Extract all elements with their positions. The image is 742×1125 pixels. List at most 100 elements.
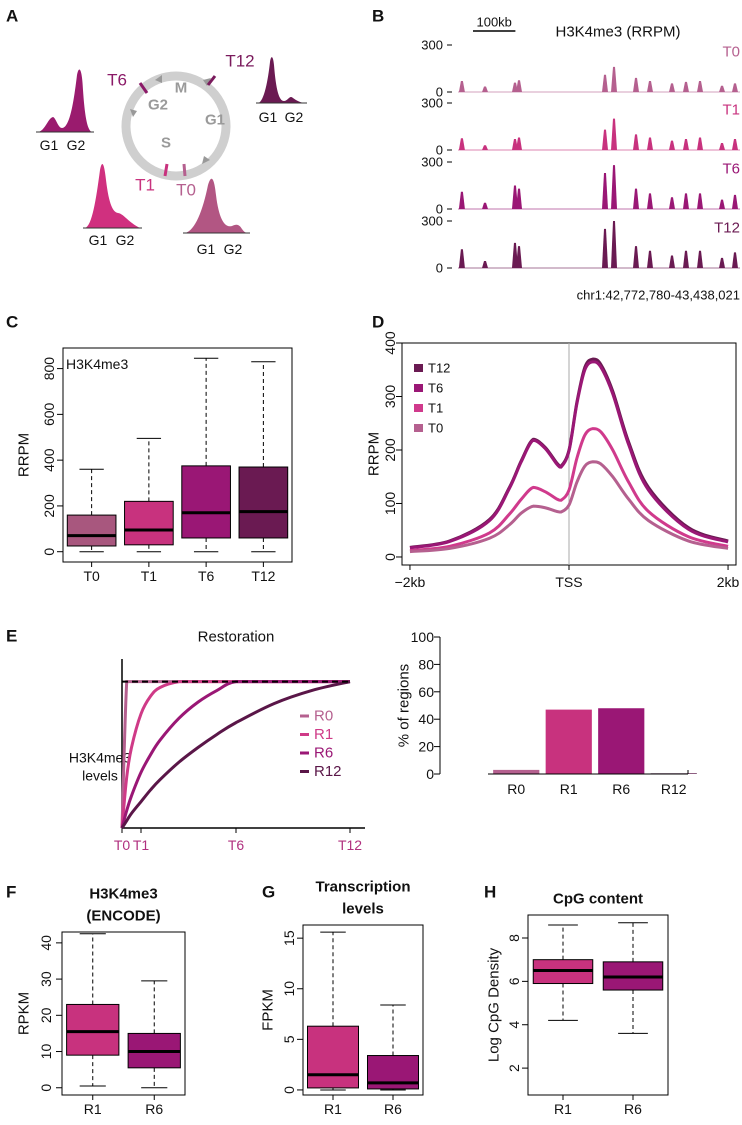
cycle-phase: G2 [148, 97, 168, 114]
y-axis-label: FPKM [260, 989, 277, 1031]
peak [516, 188, 523, 209]
arrowhead [155, 75, 162, 83]
cycle-ring [121, 71, 231, 181]
chart-title: levels [342, 901, 384, 918]
annotation: H3K4me3 [66, 356, 128, 372]
peak [719, 199, 726, 209]
y-tick-label: 15 [281, 930, 297, 946]
y-tick-label: 20 [38, 1007, 54, 1023]
series-line [409, 360, 729, 550]
y-tick-label: 400 [382, 331, 398, 355]
track-name: T6 [722, 161, 740, 178]
box [66, 1003, 120, 1056]
box [307, 1025, 359, 1089]
y-tick-label: 200 [382, 438, 398, 462]
chart-title: CpG content [553, 891, 643, 908]
x-tick-label: T1 [141, 568, 158, 584]
x-tick-label: −2kb [395, 574, 426, 590]
peak [633, 134, 640, 150]
histogram-label: G1 [197, 241, 216, 257]
peak [646, 250, 653, 268]
cycle-phase: M [175, 80, 188, 97]
series-line [409, 460, 729, 554]
region-label: chr1:42,772,780-43,438,021 [577, 288, 740, 303]
timepoint-mark [206, 75, 217, 86]
peak [719, 142, 726, 150]
peak [668, 140, 675, 150]
x-tick-label: T12 [338, 837, 362, 853]
timepoint-mark [182, 163, 187, 177]
peak [601, 172, 608, 209]
peak [516, 246, 523, 268]
peak [697, 137, 704, 150]
y-tick-label: 10 [281, 981, 297, 997]
x-tick-label: T6 [198, 568, 215, 584]
y-tick-label: 20 [418, 739, 434, 755]
box [66, 514, 117, 547]
dna-histogram [38, 69, 92, 132]
legend-label: T0 [428, 421, 443, 436]
arrowhead [130, 109, 137, 117]
y-tick-label: 0 [382, 553, 398, 561]
y-tick-label: 200 [41, 494, 57, 518]
y-tick-label: 5 [281, 1035, 297, 1043]
box [181, 465, 231, 539]
panel-label: F [6, 883, 16, 902]
y-tick-label: 60 [418, 684, 434, 700]
peak [601, 228, 608, 268]
y-tick-label: 6 [506, 977, 522, 985]
y-tick-label: 800 [41, 357, 57, 381]
peak [482, 86, 489, 92]
peak [458, 249, 465, 268]
track-name: T0 [722, 44, 740, 61]
legend-label: R1 [314, 726, 333, 743]
y-tick-label: 40 [418, 711, 434, 727]
box [124, 500, 174, 546]
y-tick-label: 400 [41, 448, 57, 472]
peak [682, 81, 689, 92]
y-axis-label: Log CpG Density [486, 947, 503, 1062]
panel-label: D [372, 313, 384, 332]
y-axis-label: H3K4me3 [69, 750, 131, 766]
peak [731, 252, 738, 268]
histogram-label: G2 [67, 137, 86, 153]
x-tick-label: TSS [555, 574, 582, 590]
peak [633, 188, 640, 209]
chart-title: Transcription [315, 879, 410, 896]
legend-label: R6 [314, 745, 333, 762]
x-tick-label: R1 [554, 1101, 572, 1117]
scale-bar-label: 100kb [476, 15, 511, 30]
legend-label: T6 [428, 381, 443, 396]
y-tick-label: 0 [436, 261, 443, 276]
peak [516, 137, 523, 150]
x-tick-label: 2kb [717, 574, 740, 590]
plot-frame [302, 924, 424, 1096]
peak [633, 77, 640, 92]
chart-title: (ENCODE) [86, 908, 160, 925]
x-tick-label: R6 [145, 1101, 163, 1117]
y-tick-label: 600 [41, 402, 57, 426]
histogram-label: G2 [116, 232, 135, 248]
x-tick-label: R1 [84, 1101, 102, 1117]
peak [719, 85, 726, 92]
y-tick-label: 30 [38, 971, 54, 987]
x-tick-label: R1 [560, 781, 578, 797]
peak [668, 197, 675, 209]
peak [697, 250, 704, 268]
peak [611, 66, 618, 92]
plot-frame [61, 931, 186, 1096]
y-tick-label: 2 [506, 1064, 522, 1072]
legend-label: R12 [314, 763, 342, 780]
y-tick-label: 10 [38, 1044, 54, 1060]
panel-label: G [262, 883, 275, 902]
peak [601, 74, 608, 92]
y-axis-label: RRPM [366, 432, 383, 476]
timepoint: T6 [107, 71, 127, 90]
peak [516, 80, 523, 92]
cell-cycle-diagram: M G2 G1 S T6 T12 T1 T0 G1 G2 G1 G2 G1 G2… [36, 52, 307, 257]
legend-label: R0 [314, 708, 333, 725]
peak [731, 83, 738, 92]
x-tick-label: T0 [83, 568, 100, 584]
x-tick-label: R6 [612, 781, 630, 797]
y-tick-label: 300 [421, 96, 443, 111]
